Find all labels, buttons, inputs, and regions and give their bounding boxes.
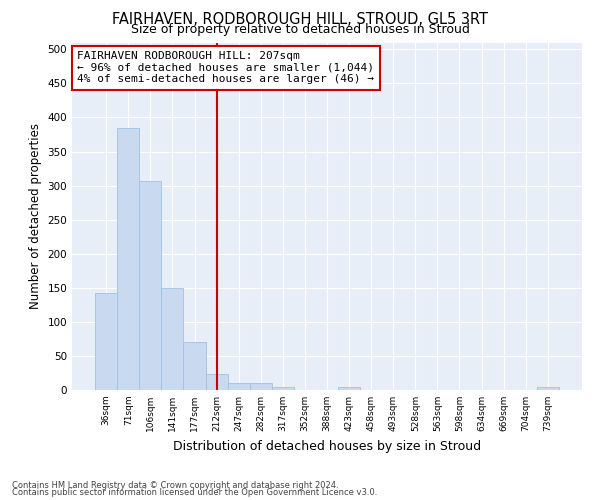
Bar xyxy=(206,374,227,390)
Bar xyxy=(95,292,117,390)
Bar xyxy=(227,383,250,390)
Text: Contains HM Land Registry data © Crown copyright and database right 2024.: Contains HM Land Registry data © Crown c… xyxy=(12,480,338,490)
Text: Contains public sector information licensed under the Open Government Licence v3: Contains public sector information licen… xyxy=(12,488,377,497)
Text: FAIRHAVEN RODBOROUGH HILL: 207sqm
← 96% of detached houses are smaller (1,044)
4: FAIRHAVEN RODBOROUGH HILL: 207sqm ← 96% … xyxy=(77,51,374,84)
Bar xyxy=(272,386,294,390)
Bar xyxy=(250,383,272,390)
Bar xyxy=(338,386,360,390)
Y-axis label: Number of detached properties: Number of detached properties xyxy=(29,123,42,309)
Text: FAIRHAVEN, RODBOROUGH HILL, STROUD, GL5 3RT: FAIRHAVEN, RODBOROUGH HILL, STROUD, GL5 … xyxy=(112,12,488,28)
Bar xyxy=(537,386,559,390)
Bar xyxy=(161,288,184,390)
Bar xyxy=(139,181,161,390)
Text: Size of property relative to detached houses in Stroud: Size of property relative to detached ho… xyxy=(131,22,469,36)
X-axis label: Distribution of detached houses by size in Stroud: Distribution of detached houses by size … xyxy=(173,440,481,452)
Bar xyxy=(184,342,206,390)
Bar xyxy=(117,128,139,390)
